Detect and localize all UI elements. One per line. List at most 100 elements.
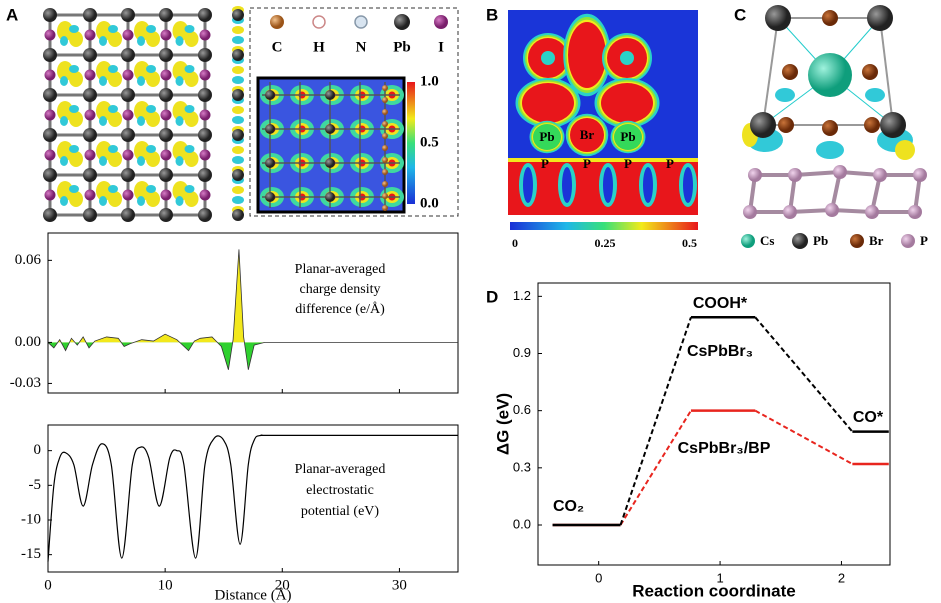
annotation: Planar-averaged [295,262,386,277]
atom [83,168,97,182]
isosurface [108,191,122,207]
atom [122,109,134,121]
axes-frame [47,232,459,394]
x-tick-label: 30 [392,577,407,593]
atom [394,14,410,30]
atom-label: P [541,156,549,171]
isosurface [96,61,112,81]
series-label: CsPbBr₃/BP [678,440,771,457]
isosurface [184,151,199,167]
atom [382,109,388,115]
atom [159,128,173,142]
isosurface [60,36,68,46]
isosurface [184,71,199,87]
atom-label: P [583,156,591,171]
isosurface [175,156,184,166]
atom [122,29,134,41]
isosurface [69,31,83,47]
atom [741,234,755,248]
atom [862,64,878,80]
legend-label: N [356,39,367,55]
y-tick-label: -10 [21,511,41,527]
isosurface [108,145,118,153]
isosurface [184,25,195,33]
isosurface [60,196,68,206]
isosurface [69,65,79,73]
atom [913,168,927,182]
atom [822,120,838,136]
atom [83,48,97,62]
atom [122,149,134,161]
isosurface [99,76,107,86]
isosurface [69,151,83,167]
x-axis-label: Distance (Å) [214,587,291,603]
atom [44,149,56,161]
isosurface [137,76,145,86]
isosurface [895,140,915,160]
isosurface [172,101,189,121]
atom [84,189,96,201]
axes-frame [47,424,459,573]
isosurface [134,181,150,201]
isosurface [137,116,145,126]
atom [833,165,847,179]
atom [232,209,244,221]
atom [159,208,173,222]
isosurface [146,105,156,113]
atom [160,189,172,201]
atom [765,5,791,31]
contour [568,22,606,88]
dashed-frame [249,7,459,217]
atom [121,48,135,62]
isosurface [146,185,156,193]
connector [619,316,692,526]
curve [47,249,458,370]
isosurface [232,66,244,74]
bond [794,170,841,177]
legend-label: I [438,39,444,55]
isosurface [108,71,122,87]
atom [867,5,893,31]
atom [83,208,97,222]
atom [782,64,798,80]
atom [121,208,135,222]
isosurface [232,26,244,34]
contour [643,167,653,203]
annotation: COOH* [693,295,748,312]
isosurface [232,156,244,164]
isosurface [184,191,199,207]
atom [121,168,135,182]
x-tick-label: 1 [716,570,723,585]
atom [43,168,57,182]
atom [778,117,794,133]
atom [159,8,173,22]
connector [754,316,854,433]
isosurface [108,105,118,113]
y-tick-label: 1.2 [513,288,531,303]
atom [434,15,448,29]
contour [603,167,613,203]
atom [865,205,879,219]
atom [382,157,388,163]
atom [325,124,335,134]
annotation: charge density [300,282,381,297]
atom-label: Pb [620,129,635,144]
isosurface [108,65,118,73]
annotation: CO₂ [553,498,584,515]
atom [159,88,173,102]
isosurface [99,36,107,46]
contour [601,83,653,123]
atom [873,168,887,182]
atom [382,205,388,211]
atom [198,48,212,62]
x-axis-label: Reaction coordinate [632,581,795,600]
atom [382,133,388,139]
annotation: electrostatic [306,483,374,498]
atom-label: P [624,156,632,171]
y-tick-label: 0.9 [513,345,531,360]
atom [160,69,172,81]
atom [382,97,388,103]
atom [199,149,211,161]
panel-label: D [486,287,498,306]
y-tick-label: 0.06 [15,252,42,268]
